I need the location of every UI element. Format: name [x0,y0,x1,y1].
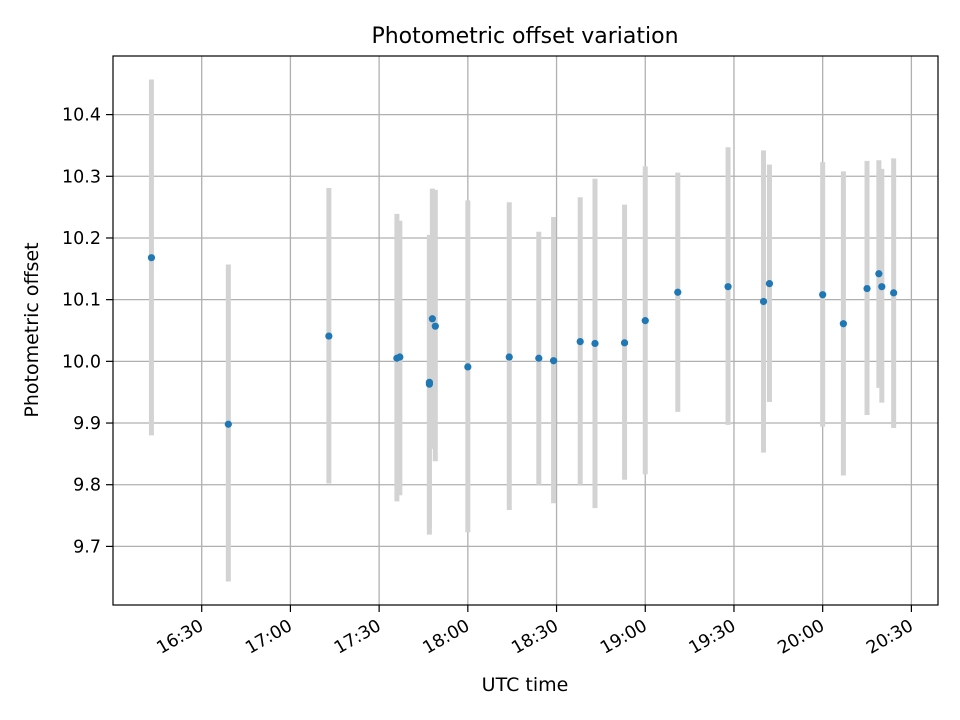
data-point [819,291,827,299]
data-point [890,289,898,297]
data-point [591,339,599,348]
data-point [674,288,682,296]
data-point [724,283,732,291]
data-point [863,284,871,293]
data-point [535,354,543,362]
data-point [839,320,847,328]
data-point [396,353,404,361]
data-point [620,339,629,347]
data-point [147,254,156,262]
chart-title: Photometric offset variation [371,24,678,49]
data-point [878,283,886,291]
data-point [425,378,433,386]
y-tick-label: 9.8 [73,476,101,496]
y-tick-label: 10.0 [62,352,101,372]
data-point [325,332,333,340]
plot-frame [112,55,939,606]
data-point [224,420,232,428]
x-axis-label: UTC time [482,674,569,696]
data-point [431,322,439,330]
y-axis-label: Photometric offset [21,242,43,417]
y-tick-label: 10.1 [62,291,101,311]
y-tick-label: 9.7 [73,537,101,557]
data-point [505,353,513,361]
data-point [875,270,883,278]
data-point [549,357,558,365]
data-point [759,297,768,306]
y-tick-label: 9.9 [73,414,101,434]
data-point [464,363,472,371]
y-axis-ticks: 9.7 9.8 9.9 10.0 10.1 10.2 10.3 10.4 [62,106,113,557]
data-point [428,315,436,323]
y-tick-label: 10.4 [62,106,101,126]
data-point [765,280,774,288]
data-point [576,338,584,346]
data-points [147,254,898,428]
data-point [641,317,649,325]
y-tick-label: 10.3 [62,167,101,187]
y-tick-label: 10.2 [62,229,101,249]
